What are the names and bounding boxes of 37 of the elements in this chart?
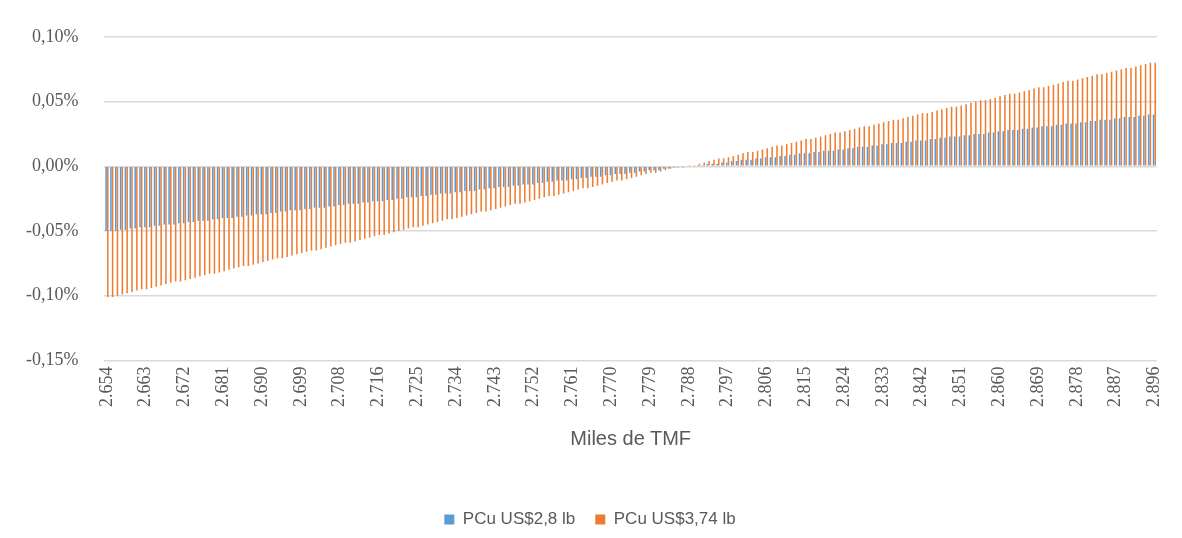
x-tick-label: 2.699 (289, 366, 310, 407)
x-tick-label: 2.663 (134, 366, 155, 407)
x-tick-label: 2.806 (755, 366, 776, 407)
x-tick-label: 2.815 (793, 366, 814, 407)
x-tick-label: 2.869 (1026, 366, 1047, 407)
x-tick-label: 2.761 (561, 366, 582, 407)
y-tick-label: -0,05% (25, 219, 79, 240)
x-tick-label: 2.672 (173, 366, 194, 407)
legend-label: PCu US$3,74 lb (613, 509, 736, 529)
x-tick-label: 2.734 (444, 366, 465, 407)
x-tick-label: 2.824 (832, 366, 853, 407)
x-tick-label: 2.860 (987, 366, 1008, 407)
y-tick-label: 0,10% (31, 25, 79, 46)
x-tick-label: 2.752 (522, 366, 543, 407)
x-axis-title: Miles de TMF (570, 426, 692, 449)
x-tick-label: 2.878 (1065, 366, 1086, 407)
x-tick-label: 2.725 (406, 366, 427, 407)
x-tick-label: 2.681 (212, 366, 233, 407)
x-tick-label: 2.797 (716, 366, 737, 407)
x-tick-label: 2.896 (1143, 366, 1164, 407)
x-tick-label: 2.743 (483, 366, 504, 407)
x-tick-label: 2.708 (328, 366, 349, 407)
x-tick-label: 2.690 (250, 366, 271, 407)
y-tick-label: -0,15% (25, 349, 79, 370)
x-tick-label: 2.788 (677, 366, 698, 407)
y-tick-label: -0,10% (25, 284, 79, 305)
y-tick-label: 0,05% (31, 90, 79, 111)
x-tick-label: 2.833 (871, 366, 892, 407)
x-tick-label: 2.716 (367, 366, 388, 407)
x-tick-label: 2.779 (638, 366, 659, 407)
legend-label: PCu US$2,8 lb (462, 509, 576, 529)
x-tick-label: 2.842 (910, 366, 931, 407)
x-tick-label: 2.851 (949, 366, 970, 407)
x-tick-label: 2.887 (1104, 366, 1125, 407)
x-tick-label: 2.654 (95, 366, 116, 407)
x-tick-label: 2.770 (599, 366, 620, 407)
y-tick-label: 0,00% (31, 155, 79, 176)
